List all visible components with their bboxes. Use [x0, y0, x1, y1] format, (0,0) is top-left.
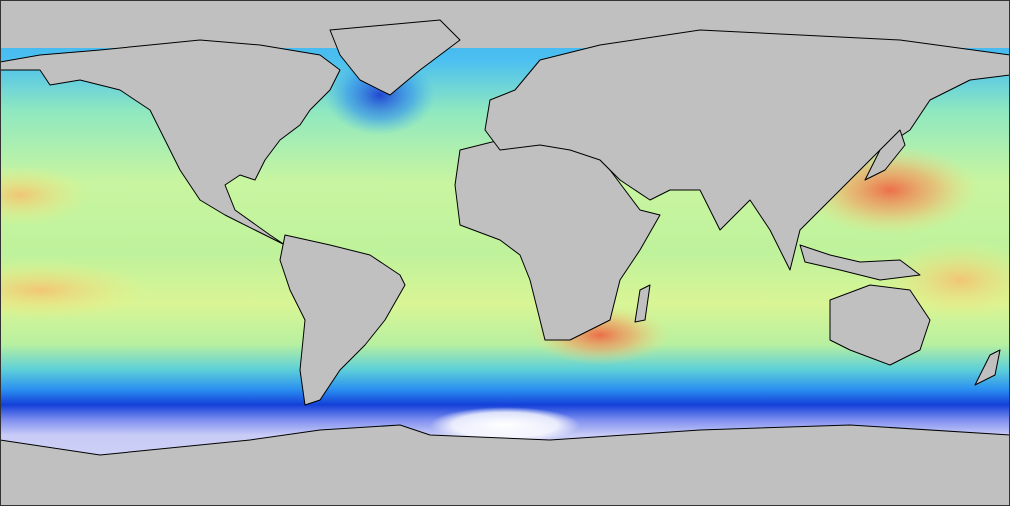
warm-anomaly [0, 260, 150, 320]
eurasia [484, 29, 1010, 271]
south-america [279, 234, 406, 406]
new-zealand [974, 349, 1001, 386]
continents [0, 19, 1010, 506]
cold-anomaly [430, 407, 580, 443]
madagascar [634, 284, 651, 323]
north-america [0, 39, 341, 246]
indonesia [799, 244, 921, 281]
antarctica [0, 424, 1010, 506]
greenland [329, 19, 461, 96]
japan [864, 129, 906, 181]
australia [829, 284, 931, 366]
warm-anomaly [0, 165, 90, 225]
